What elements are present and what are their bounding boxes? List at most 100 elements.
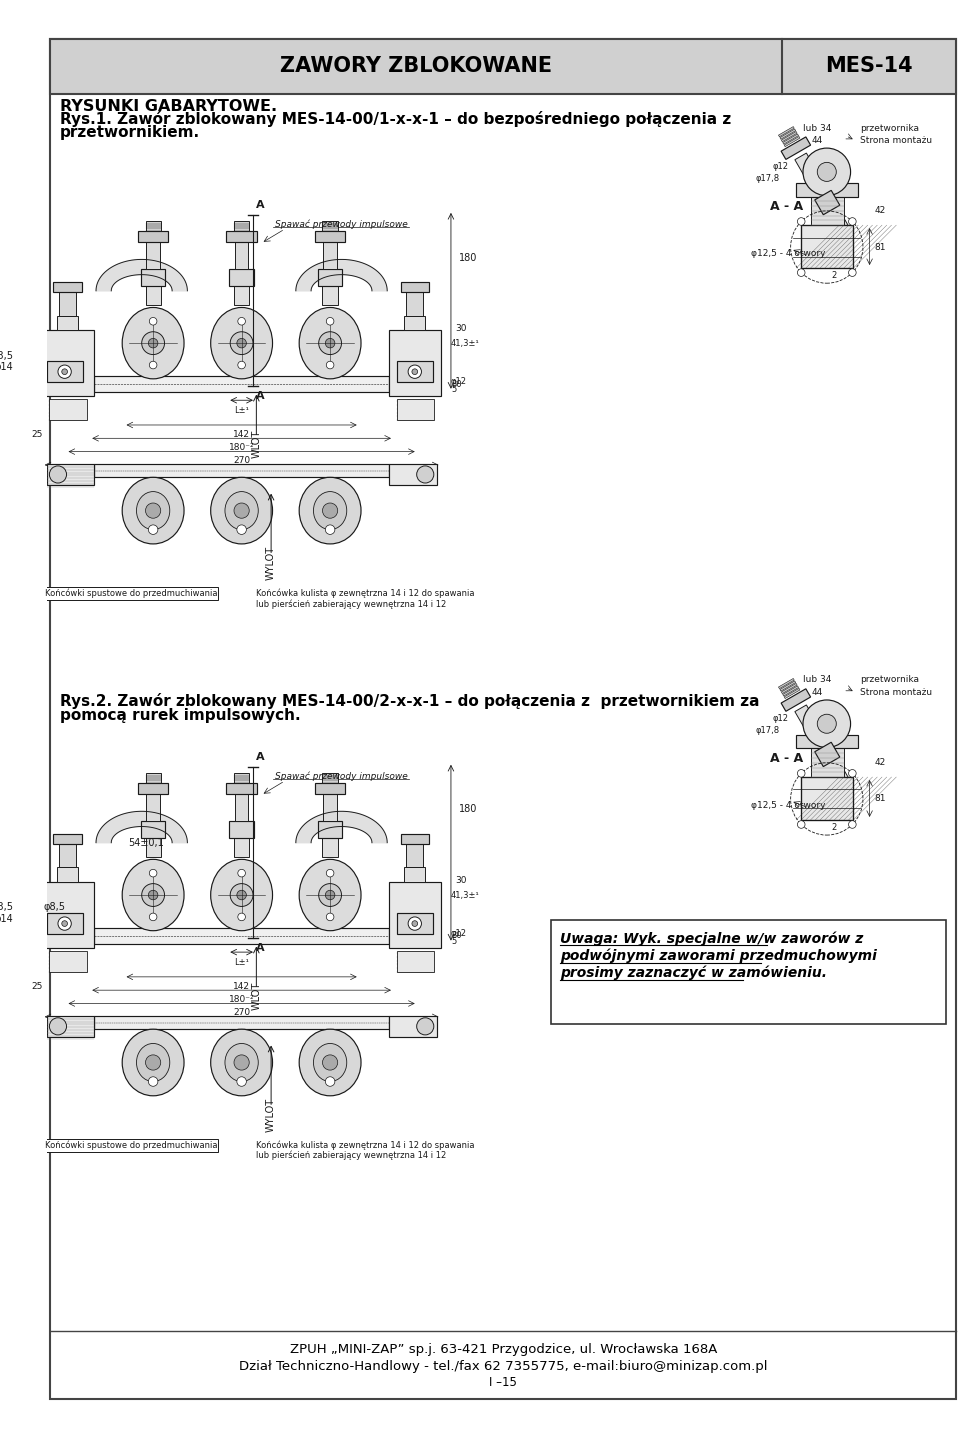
Bar (396, 951, 434, 972)
Polygon shape (815, 190, 840, 214)
Text: WYLOT: WYLOT (266, 546, 276, 580)
Text: przetwornika: przetwornika (860, 124, 919, 132)
Ellipse shape (210, 860, 273, 930)
Bar (323, 774, 338, 782)
Circle shape (417, 466, 434, 483)
FancyBboxPatch shape (400, 834, 429, 844)
Text: Końcówki spustowe do przedmuchiwania: Końcówki spustowe do przedmuchiwania (45, 1140, 217, 1150)
Circle shape (408, 365, 421, 378)
Text: φ12: φ12 (773, 161, 789, 171)
Bar (94, 464, 389, 477)
Text: 142: 142 (233, 430, 251, 439)
Circle shape (326, 870, 334, 877)
Circle shape (150, 913, 156, 920)
Bar (146, 221, 160, 232)
Bar (396, 400, 434, 420)
FancyBboxPatch shape (46, 913, 83, 935)
Bar (146, 838, 160, 857)
Bar (323, 838, 338, 857)
Circle shape (325, 1077, 335, 1086)
Circle shape (58, 917, 71, 930)
Text: Dział Techniczno-Handlowy - tel./fax 62 7355775, e-mail:biuro@minizap.com.pl: Dział Techniczno-Handlowy - tel./fax 62 … (239, 1359, 768, 1372)
FancyBboxPatch shape (318, 821, 343, 838)
Bar (147, 242, 159, 269)
Circle shape (237, 1077, 247, 1086)
Bar (234, 286, 250, 305)
Circle shape (238, 361, 246, 368)
Bar (801, 226, 853, 267)
Circle shape (326, 913, 334, 920)
Polygon shape (784, 137, 800, 147)
Bar (797, 735, 858, 749)
Bar (406, 292, 423, 315)
Ellipse shape (314, 1044, 347, 1081)
Polygon shape (781, 683, 797, 693)
FancyBboxPatch shape (229, 821, 254, 838)
Ellipse shape (225, 1044, 258, 1081)
Bar (801, 226, 853, 267)
Text: przetwornika: przetwornika (860, 676, 919, 684)
Bar (49, 400, 86, 420)
Ellipse shape (122, 308, 184, 378)
Bar (235, 794, 249, 821)
Circle shape (412, 368, 418, 374)
FancyBboxPatch shape (53, 282, 82, 292)
Bar (234, 838, 250, 857)
Circle shape (325, 525, 335, 535)
Polygon shape (780, 682, 796, 692)
Bar (324, 794, 337, 821)
Bar (797, 183, 858, 197)
Text: lub pierścień zabierający wewnętrzna 14 i 12: lub pierścień zabierający wewnętrzna 14 … (256, 600, 446, 608)
Circle shape (149, 890, 157, 900)
FancyBboxPatch shape (396, 913, 433, 935)
FancyBboxPatch shape (227, 232, 257, 242)
Text: L±¹: L±¹ (234, 406, 249, 416)
Circle shape (234, 503, 250, 518)
FancyBboxPatch shape (229, 269, 254, 286)
Bar (94, 1015, 389, 1030)
Bar (810, 749, 844, 777)
Polygon shape (780, 129, 796, 139)
Bar (389, 1015, 437, 1037)
Circle shape (849, 769, 856, 777)
Polygon shape (781, 689, 810, 712)
Text: 25: 25 (32, 982, 43, 991)
Text: φ14: φ14 (0, 362, 13, 372)
Circle shape (326, 361, 334, 368)
Bar (49, 951, 86, 972)
Text: φ12: φ12 (773, 713, 789, 722)
Text: lub 34: lub 34 (804, 676, 831, 684)
Text: 315: 315 (233, 470, 251, 479)
FancyBboxPatch shape (315, 232, 346, 242)
Ellipse shape (122, 1030, 184, 1096)
Text: ZAWORY ZBLOKOWANE: ZAWORY ZBLOKOWANE (280, 56, 552, 76)
Text: φ3,5: φ3,5 (0, 903, 13, 912)
Circle shape (798, 217, 805, 226)
Polygon shape (779, 127, 794, 137)
Text: φ12,5 - 4 otwory: φ12,5 - 4 otwory (751, 801, 826, 810)
Circle shape (849, 269, 856, 276)
Text: RYSUNKI GABARYTOWE.: RYSUNKI GABARYTOWE. (60, 99, 277, 114)
Text: Rys.1. Zawór zblokowany MES-14-00/1-x-x-1 – do bezpośredniego połączenia z: Rys.1. Zawór zblokowany MES-14-00/1-x-x-… (60, 111, 732, 127)
Bar (235, 242, 249, 269)
Circle shape (319, 883, 342, 906)
Circle shape (230, 332, 253, 355)
Bar (801, 777, 853, 820)
Ellipse shape (210, 308, 273, 378)
Circle shape (817, 162, 836, 181)
Bar (146, 774, 160, 782)
Polygon shape (815, 742, 840, 766)
Circle shape (319, 332, 342, 355)
Text: Spawać przewody impulsowe: Spawać przewody impulsowe (276, 771, 408, 781)
Ellipse shape (300, 1030, 361, 1096)
Circle shape (325, 890, 335, 900)
Text: 41,3±¹: 41,3±¹ (451, 339, 480, 348)
Circle shape (149, 1077, 157, 1086)
Bar (46, 464, 94, 485)
Circle shape (49, 466, 66, 483)
Text: ZPUH „MINI-ZAP” sp.j. 63-421 Przygodzice, ul. Wrocławska 168A: ZPUH „MINI-ZAP” sp.j. 63-421 Przygodzice… (290, 1343, 717, 1356)
Bar (389, 464, 437, 485)
Bar (404, 315, 425, 329)
Text: 30: 30 (456, 325, 468, 334)
Circle shape (798, 821, 805, 828)
